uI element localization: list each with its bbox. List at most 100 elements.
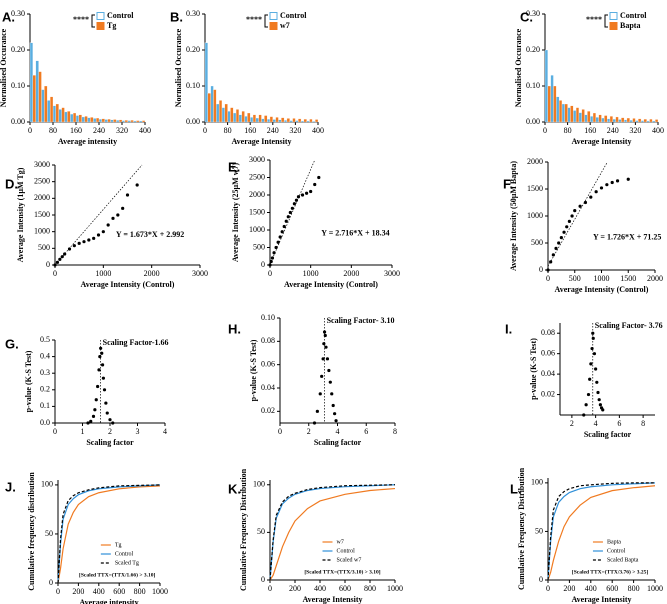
histogram-bar	[629, 120, 633, 123]
data-point	[101, 376, 105, 380]
data-point	[605, 183, 609, 187]
data-point	[626, 177, 630, 181]
y-tick-label: 0.08	[541, 328, 555, 337]
y-tick-label: 1500	[249, 207, 265, 216]
x-tick-label: 160	[70, 126, 82, 135]
data-point	[282, 224, 286, 229]
histogram-bar	[75, 115, 80, 123]
panel-letter: I.	[505, 321, 512, 336]
data-point	[327, 368, 331, 373]
data-point	[549, 260, 553, 264]
data-point	[108, 418, 112, 422]
data-point	[322, 342, 326, 346]
y-tick-label: 0.06	[261, 359, 275, 368]
data-point	[82, 240, 86, 244]
x-tick-label: 6	[364, 427, 368, 436]
x-axis-title: Average Intensity	[231, 137, 291, 146]
y-tick-label: 100	[253, 480, 265, 489]
panel-letter: A.	[2, 9, 15, 24]
histogram-bar	[49, 96, 54, 123]
y-tick-label: 0.00	[526, 117, 540, 126]
data-point	[288, 210, 292, 215]
significance-bracket	[604, 14, 608, 28]
data-point	[597, 398, 601, 402]
legend-label: Scaled Tg	[115, 560, 139, 566]
x-tick-label: 3000	[192, 269, 208, 278]
histogram-bar	[601, 117, 605, 123]
panel-letter: F.	[503, 176, 513, 191]
y-tick-label: 0.30	[11, 9, 25, 18]
x-tick-label: 0	[278, 427, 282, 436]
x-tick-label: 320	[116, 126, 128, 135]
histogram-bar	[300, 120, 305, 123]
data-point	[599, 186, 604, 190]
histogram-bar	[32, 75, 36, 123]
histogram-bar	[252, 114, 256, 123]
x-tick-label: 0	[56, 587, 60, 596]
histogram-bar	[104, 119, 108, 123]
x-tick-label: 200	[563, 584, 575, 593]
x-tick-label: 2000	[343, 269, 359, 278]
histogram-bar	[90, 117, 94, 123]
y-tick-label: 0.20	[186, 45, 200, 54]
histogram-bar	[646, 120, 650, 123]
histogram-bar	[127, 120, 131, 123]
fit-line	[547, 161, 608, 267]
data-point	[559, 236, 563, 240]
x-tick-label: 600	[113, 587, 125, 596]
y-tick-label: 0.10	[261, 313, 275, 322]
data-point	[105, 411, 109, 415]
y-axis-title: Average Intensity (1µM Tg)	[16, 167, 25, 262]
data-point	[333, 412, 337, 416]
annotation: [Scaled TTX=(TTX/3.10) > 3.10]	[304, 568, 380, 575]
data-point	[313, 182, 317, 187]
annotation: [Scaled TTX=(TTX/1.66) > 3.10]	[79, 571, 155, 578]
y-tick-label: 0.04	[261, 383, 275, 392]
y-axis-title: Normalised Occurance	[0, 28, 8, 107]
histogram-bar	[272, 119, 276, 123]
data-point	[592, 352, 597, 356]
y-tick-label: 500	[253, 242, 265, 251]
y-tick-label: 0	[261, 260, 265, 269]
data-point	[100, 351, 104, 355]
data-point	[121, 206, 125, 210]
histogram-bar	[233, 112, 237, 123]
histogram-bar	[118, 119, 123, 123]
data-point	[89, 419, 93, 423]
legend-swatch	[269, 22, 278, 30]
histogram-bar	[124, 120, 128, 123]
data-point	[546, 268, 550, 272]
data-point	[94, 398, 98, 402]
panel-letter: K.	[228, 481, 241, 496]
histogram-bar	[238, 114, 242, 123]
data-point	[102, 388, 107, 392]
legend-label: Control	[607, 548, 626, 554]
x-tick-label: 6	[617, 419, 621, 428]
data-point	[309, 189, 313, 194]
histogram-bar	[70, 113, 74, 123]
x-axis-title: Average Intensity (Control)	[555, 285, 649, 294]
equation: Y = 1.673*X + 2.992	[116, 230, 184, 239]
y-axis-title: Average Intensity (50µM Bapta)	[509, 161, 518, 271]
x-tick-label: 3000	[384, 269, 400, 278]
histogram-bar	[87, 117, 91, 123]
data-point	[589, 362, 593, 366]
histogram-bar	[550, 75, 554, 123]
histogram-bar	[204, 42, 208, 123]
significance: ****	[73, 15, 89, 24]
data-point	[72, 244, 76, 248]
y-tick-label: 500	[38, 243, 50, 252]
y-tick-label: 0.04	[541, 369, 555, 378]
data-point	[588, 377, 592, 381]
data-point	[296, 195, 301, 199]
data-point	[551, 253, 555, 257]
histogram-bar	[93, 118, 97, 123]
cdf-line	[57, 484, 161, 584]
histogram-bar	[632, 118, 636, 123]
histogram-bar	[107, 118, 111, 123]
x-tick-label: 1000	[387, 584, 403, 593]
x-tick-label: 1000	[594, 274, 610, 283]
x-tick-label: 2000	[144, 269, 160, 278]
data-point	[104, 401, 108, 405]
x-tick-label: 4	[163, 427, 167, 436]
